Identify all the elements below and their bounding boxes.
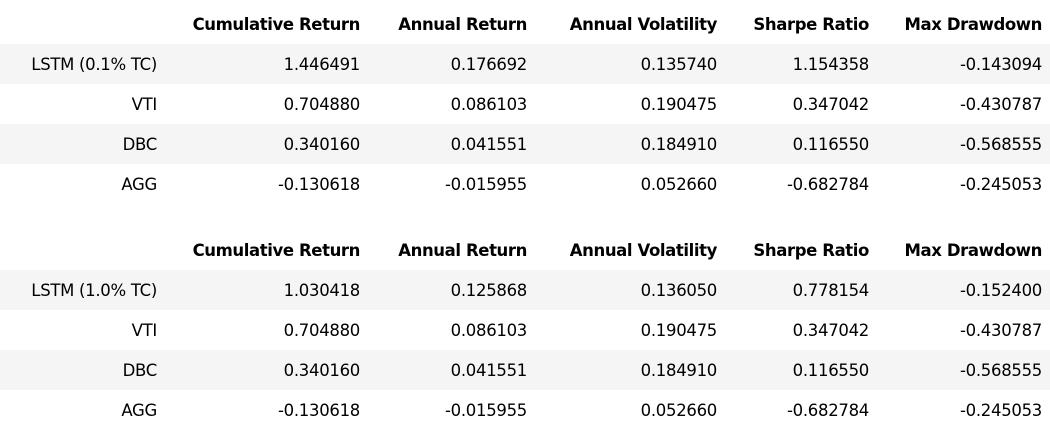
cell-annual-volatility: 0.184910 xyxy=(640,360,718,380)
cell-annual-return: 0.086103 xyxy=(450,94,528,114)
table-body: LSTM (0.1% TC) 1.446491 0.176692 0.13574… xyxy=(0,44,1050,204)
header-row: Cumulative Return Annual Return Annual V… xyxy=(0,230,1050,270)
cell-max-drawdown: -0.430787 xyxy=(960,320,1042,340)
column-header-annual-volatility: Annual Volatility xyxy=(569,14,718,34)
table-header: Cumulative Return Annual Return Annual V… xyxy=(0,230,1050,270)
cell-cumulative-return: -0.130618 xyxy=(278,400,360,420)
cell-annual-return: -0.015955 xyxy=(445,400,527,420)
cell-max-drawdown: -0.430787 xyxy=(960,94,1042,114)
column-header-cumulative-return: Cumulative Return xyxy=(192,14,361,34)
row-index-label: DBC xyxy=(122,360,158,380)
cell-max-drawdown: -0.568555 xyxy=(960,360,1042,380)
cell-sharpe-ratio: 0.347042 xyxy=(792,94,870,114)
results-table-0-1pct-tc: Cumulative Return Annual Return Annual V… xyxy=(0,4,1050,204)
cell-sharpe-ratio: -0.682784 xyxy=(787,400,869,420)
cell-sharpe-ratio: 0.778154 xyxy=(792,280,870,300)
cell-annual-return: 0.086103 xyxy=(450,320,528,340)
column-header-annual-return: Annual Return xyxy=(398,14,527,34)
table-row: VTI 0.704880 0.086103 0.190475 0.347042 … xyxy=(0,84,1050,124)
cell-annual-volatility: 0.052660 xyxy=(640,400,718,420)
cell-annual-volatility: 0.136050 xyxy=(640,280,718,300)
table-row: LSTM (1.0% TC) 1.030418 0.125868 0.13605… xyxy=(0,270,1050,310)
cell-annual-volatility: 0.184910 xyxy=(640,134,718,154)
table-row: AGG -0.130618 -0.015955 0.052660 -0.6827… xyxy=(0,164,1050,204)
cell-sharpe-ratio: 1.154358 xyxy=(792,54,870,74)
cell-max-drawdown: -0.568555 xyxy=(960,134,1042,154)
cell-cumulative-return: 1.446491 xyxy=(283,54,361,74)
cell-annual-return: 0.125868 xyxy=(450,280,528,300)
table-row: VTI 0.704880 0.086103 0.190475 0.347042 … xyxy=(0,310,1050,350)
cell-max-drawdown: -0.143094 xyxy=(960,54,1042,74)
column-header-sharpe-ratio: Sharpe Ratio xyxy=(753,14,869,34)
table-row: LSTM (0.1% TC) 1.446491 0.176692 0.13574… xyxy=(0,44,1050,84)
cell-annual-return: 0.041551 xyxy=(450,360,528,380)
column-header-max-drawdown: Max Drawdown xyxy=(904,14,1043,34)
column-header-max-drawdown: Max Drawdown xyxy=(904,240,1043,260)
table-header: Cumulative Return Annual Return Annual V… xyxy=(0,4,1050,44)
cell-max-drawdown: -0.245053 xyxy=(960,400,1042,420)
header-row: Cumulative Return Annual Return Annual V… xyxy=(0,4,1050,44)
cell-sharpe-ratio: 0.116550 xyxy=(792,360,870,380)
index-header xyxy=(0,4,165,44)
row-index-label: VTI xyxy=(131,320,158,340)
cell-annual-return: 0.176692 xyxy=(450,54,528,74)
row-index-label: LSTM (0.1% TC) xyxy=(31,54,157,74)
column-header-annual-return: Annual Return xyxy=(398,240,527,260)
column-header-annual-volatility: Annual Volatility xyxy=(569,240,718,260)
cell-cumulative-return: 0.340160 xyxy=(283,134,361,154)
row-index-label: DBC xyxy=(122,134,158,154)
cell-cumulative-return: 0.704880 xyxy=(283,320,361,340)
cell-annual-volatility: 0.052660 xyxy=(640,174,718,194)
cell-sharpe-ratio: 0.347042 xyxy=(792,320,870,340)
index-header xyxy=(0,230,165,270)
cell-max-drawdown: -0.152400 xyxy=(960,280,1042,300)
row-index-label: AGG xyxy=(121,400,157,420)
column-header-cumulative-return: Cumulative Return xyxy=(192,240,361,260)
cell-annual-return: 0.041551 xyxy=(450,134,528,154)
table-body: LSTM (1.0% TC) 1.030418 0.125868 0.13605… xyxy=(0,270,1050,430)
table-row: DBC 0.340160 0.041551 0.184910 0.116550 … xyxy=(0,124,1050,164)
cell-annual-return: -0.015955 xyxy=(445,174,527,194)
cell-cumulative-return: -0.130618 xyxy=(278,174,360,194)
cell-annual-volatility: 0.135740 xyxy=(640,54,718,74)
cell-cumulative-return: 1.030418 xyxy=(283,280,361,300)
row-index-label: AGG xyxy=(121,174,157,194)
cell-cumulative-return: 0.340160 xyxy=(283,360,361,380)
row-index-label: LSTM (1.0% TC) xyxy=(31,280,157,300)
cell-annual-volatility: 0.190475 xyxy=(640,94,718,114)
cell-annual-volatility: 0.190475 xyxy=(640,320,718,340)
results-table-1-0pct-tc: Cumulative Return Annual Return Annual V… xyxy=(0,230,1050,430)
cell-sharpe-ratio: -0.682784 xyxy=(787,174,869,194)
table-row: AGG -0.130618 -0.015955 0.052660 -0.6827… xyxy=(0,390,1050,430)
row-index-label: VTI xyxy=(131,94,158,114)
cell-sharpe-ratio: 0.116550 xyxy=(792,134,870,154)
cell-max-drawdown: -0.245053 xyxy=(960,174,1042,194)
cell-cumulative-return: 0.704880 xyxy=(283,94,361,114)
table-row: DBC 0.340160 0.041551 0.184910 0.116550 … xyxy=(0,350,1050,390)
column-header-sharpe-ratio: Sharpe Ratio xyxy=(753,240,869,260)
